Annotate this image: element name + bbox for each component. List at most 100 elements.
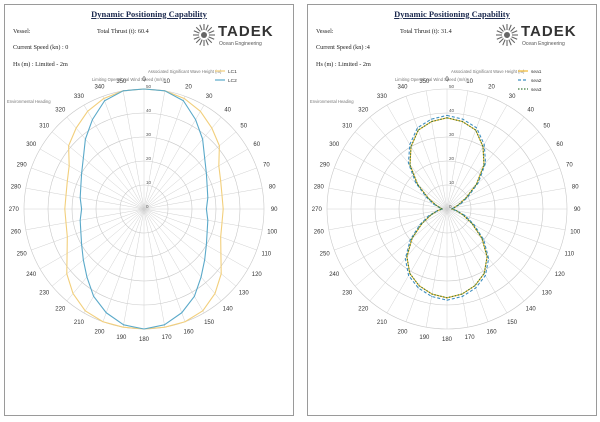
data-point xyxy=(417,287,419,289)
radius-tick-label: 0 xyxy=(146,204,149,209)
grid-spoke xyxy=(143,131,237,210)
data-point xyxy=(218,145,220,147)
data-point xyxy=(488,258,490,260)
heading-tick-label: 160 xyxy=(487,329,498,335)
data-point xyxy=(80,231,82,233)
r-axis-label: Limiting Operational Wind Speed (m/s) xyxy=(92,77,165,82)
grid-spoke xyxy=(143,90,166,210)
heading-tick-label: 130 xyxy=(239,291,250,297)
data-point xyxy=(102,321,104,323)
data-point xyxy=(446,297,448,299)
heading-tick-label: 310 xyxy=(342,123,353,129)
radius-tick-label: 20 xyxy=(146,156,152,161)
heading-tick-label: 280 xyxy=(11,184,22,190)
legend-entry: LC1 xyxy=(228,69,237,75)
legend-entry: sea3 xyxy=(531,87,542,93)
data-point xyxy=(84,138,86,140)
heading-tick-label: 300 xyxy=(329,142,340,148)
grid-spoke xyxy=(143,208,205,314)
data-point xyxy=(430,214,432,216)
data-point xyxy=(79,219,81,221)
data-point xyxy=(475,129,477,131)
radius-tick-label: 40 xyxy=(146,108,152,113)
data-point xyxy=(143,88,145,90)
heading-tick-label: 110 xyxy=(262,252,272,258)
radius-tick-label: 50 xyxy=(449,84,455,89)
heading-tick-label: 350 xyxy=(419,79,430,85)
data-point xyxy=(411,237,413,239)
data-point xyxy=(474,285,476,287)
grid-spoke xyxy=(66,208,145,302)
grid-spoke xyxy=(143,104,205,210)
r-axis-label: Limiting Operational Wind Speed (m/s) xyxy=(395,77,468,82)
grid-spoke xyxy=(122,208,145,328)
data-point xyxy=(471,222,473,224)
grid-spoke xyxy=(25,208,145,231)
grid-spoke xyxy=(328,208,448,231)
polar-chart: 0 102030405060708090100110120130140150160… xyxy=(310,69,581,343)
grid-spoke xyxy=(25,187,145,210)
data-point xyxy=(214,293,216,295)
data-point xyxy=(483,272,485,274)
data-point xyxy=(460,203,461,205)
data-point xyxy=(163,324,165,326)
data-point xyxy=(205,244,207,246)
heading-tick-label: 270 xyxy=(312,207,323,213)
grid-spoke xyxy=(405,208,448,322)
grid-spoke xyxy=(446,90,469,210)
data-point xyxy=(435,204,437,206)
data-point xyxy=(456,210,457,212)
radius-tick-label: 30 xyxy=(449,132,455,137)
data-point xyxy=(410,146,412,148)
logo-subtitle: Ocean Engineering xyxy=(522,41,565,47)
data-point xyxy=(205,208,207,210)
data-point xyxy=(193,295,195,297)
heading-tick-label: 140 xyxy=(223,307,234,313)
logo-name: TADEK xyxy=(218,23,274,40)
heading-tick-label: 60 xyxy=(253,142,260,148)
grid-spoke xyxy=(446,208,525,302)
heading-tick-label: 80 xyxy=(269,184,276,190)
grid-spoke xyxy=(386,208,448,314)
logo-subtitle: Ocean Engineering xyxy=(219,41,262,47)
data-point xyxy=(143,328,145,330)
data-point xyxy=(446,114,448,116)
data-point xyxy=(431,293,433,295)
data-point xyxy=(103,98,105,99)
heading-tick-label: 150 xyxy=(204,320,215,326)
grid-spoke xyxy=(342,208,448,270)
data-point xyxy=(204,259,206,261)
grid-spoke xyxy=(446,131,540,210)
grid-spoke xyxy=(143,96,186,210)
data-point xyxy=(421,222,423,224)
grid-spoke xyxy=(83,104,145,210)
heading-tick-label: 330 xyxy=(377,94,388,100)
data-point xyxy=(81,172,83,174)
data-point xyxy=(75,127,77,129)
heading-tick-label: 220 xyxy=(358,307,369,313)
heading-tick-label: 90 xyxy=(271,207,278,213)
grid-spoke xyxy=(446,208,508,314)
data-point xyxy=(122,90,124,92)
data-point xyxy=(409,144,411,146)
data-point xyxy=(407,162,409,164)
data-point xyxy=(419,224,421,226)
heading-tick-label: 30 xyxy=(509,94,516,100)
heading-tick-label: 200 xyxy=(94,329,105,335)
data-point xyxy=(433,203,434,205)
data-point xyxy=(105,312,107,314)
data-point xyxy=(462,118,464,120)
data-point xyxy=(484,275,486,276)
data-point xyxy=(437,210,438,212)
heading-tick-label: 160 xyxy=(184,329,195,335)
heading-tick-label: 80 xyxy=(572,184,579,190)
data-point xyxy=(122,326,124,328)
data-point xyxy=(431,296,433,297)
data-point xyxy=(467,196,469,198)
grid-spoke xyxy=(143,208,249,270)
polar-chart: 0 102030405060708090100110120130140150160… xyxy=(7,69,278,343)
heading-tick-label: 230 xyxy=(39,291,50,297)
grid-spoke xyxy=(39,148,145,210)
data-point xyxy=(211,127,213,129)
r-axis-label-secondary: Associated Significant Wave Height (m) xyxy=(148,69,222,74)
